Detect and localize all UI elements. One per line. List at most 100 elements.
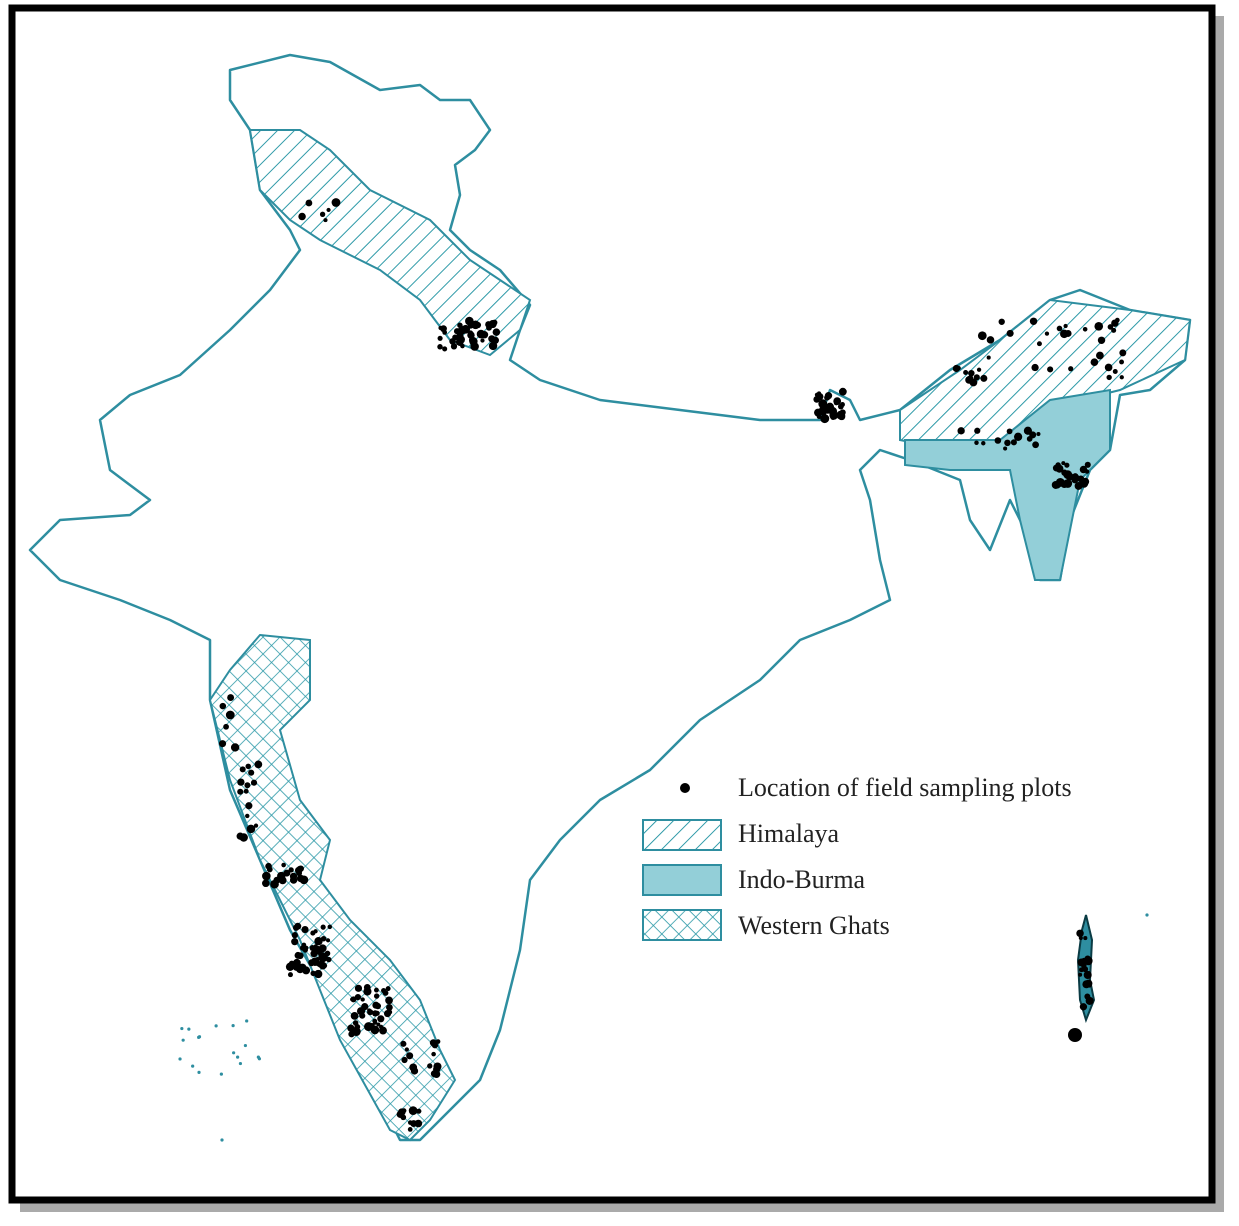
sampling-plots (218, 198, 1127, 1132)
sampling-plot (435, 1039, 441, 1044)
islet (197, 1035, 202, 1039)
sampling-plot (457, 322, 463, 329)
sampling-plot (437, 335, 443, 341)
sampling-plot (326, 207, 331, 213)
sampling-plot (431, 1042, 439, 1049)
sampling-plot (1079, 967, 1085, 973)
legend-swatch (642, 819, 722, 851)
sampling-plot (1081, 957, 1086, 962)
sampling-plot (298, 212, 306, 221)
sampling-plot (374, 1002, 382, 1010)
sampling-plot (1029, 317, 1038, 326)
sampling-plot (1071, 476, 1079, 484)
sampling-plot (977, 331, 987, 341)
sampling-plot (400, 1114, 407, 1121)
sampling-plot (488, 320, 497, 329)
sampling-plot (467, 331, 475, 339)
sampling-plot (452, 334, 458, 341)
sampling-plot (414, 1119, 423, 1128)
sampling-plot (382, 990, 389, 996)
sampling-plot (840, 402, 845, 407)
sampling-plot (1094, 321, 1104, 331)
sampling-plot (331, 198, 341, 207)
sampling-plot (1064, 330, 1072, 337)
sampling-plot (287, 972, 293, 978)
sampling-plot (281, 862, 286, 868)
sampling-plot (973, 374, 980, 381)
sampling-plot (1111, 327, 1117, 333)
sampling-plot (400, 1040, 407, 1047)
sampling-plot (245, 763, 251, 770)
sampling-plot (1119, 349, 1127, 357)
legend-label: Western Ghats (738, 911, 890, 940)
sampling-plot (1097, 336, 1106, 344)
islet (191, 1064, 195, 1068)
sampling-plot (1107, 324, 1114, 330)
sampling-plot (273, 876, 281, 884)
sampling-plot (237, 788, 244, 795)
sampling-plot (438, 325, 443, 331)
sampling-plot (315, 956, 320, 962)
sampling-plot (310, 950, 318, 958)
islet (231, 1024, 235, 1028)
sampling-plot (1096, 351, 1104, 360)
sampling-plot (303, 945, 309, 951)
sampling-plot (451, 343, 457, 349)
sampling-plot (1006, 428, 1013, 435)
sampling-plot (323, 218, 328, 223)
sampling-plot (830, 415, 836, 420)
western-ghats (208, 633, 457, 1142)
sampling-plot (372, 1010, 379, 1017)
sampling-plot (963, 370, 969, 376)
legend-label: Himalaya (738, 819, 840, 848)
sampling-plot (406, 1052, 414, 1060)
sampling-plot (404, 1047, 409, 1052)
sampling-plot (237, 778, 245, 786)
sampling-plot (350, 1011, 359, 1020)
sampling-plot (227, 694, 235, 702)
sampling-plot (1090, 358, 1099, 366)
islet (219, 1072, 223, 1076)
sampling-plot (994, 437, 1002, 444)
sampling-plot (1079, 465, 1088, 474)
sampling-plot (465, 316, 474, 326)
sampling-plot (262, 871, 271, 881)
sampling-plot (833, 397, 842, 406)
sampling-plot (471, 320, 480, 330)
sampling-plot (1078, 972, 1083, 977)
sampling-plot (350, 996, 357, 1003)
sampling-plot (408, 1106, 418, 1115)
sampling-plot (998, 318, 1005, 325)
sampling-plot (1061, 461, 1066, 466)
sampling-plot (431, 1051, 436, 1057)
indo-burma (904, 388, 1111, 581)
sampling-plot (401, 1108, 407, 1114)
sampling-plot (367, 1008, 372, 1013)
sampling-plot (409, 1063, 418, 1072)
legend-swatch (642, 909, 722, 941)
sampling-plot (245, 813, 250, 819)
sampling-plot (1068, 366, 1074, 372)
sampling-plot (254, 760, 263, 769)
sampling-plot (299, 875, 309, 885)
himalaya-west (248, 129, 532, 357)
island (1068, 1028, 1082, 1042)
sampling-plot (1083, 981, 1089, 987)
sampling-plot (1079, 1003, 1088, 1011)
sampling-plot (1029, 431, 1037, 439)
sampling-plot (469, 337, 478, 346)
sampling-plot (1083, 936, 1088, 941)
sampling-plot (1032, 441, 1039, 449)
islet (238, 1061, 243, 1066)
sampling-plot (1064, 462, 1070, 468)
sampling-plot (407, 1127, 413, 1132)
sampling-plot (969, 378, 978, 387)
islet (187, 1027, 191, 1031)
sampling-plot (401, 1056, 408, 1064)
sampling-plot (379, 1026, 387, 1035)
sampling-plot (1074, 481, 1083, 490)
sampling-plot (838, 387, 847, 396)
sampling-plot (480, 330, 489, 339)
sampling-plot (1064, 480, 1072, 488)
